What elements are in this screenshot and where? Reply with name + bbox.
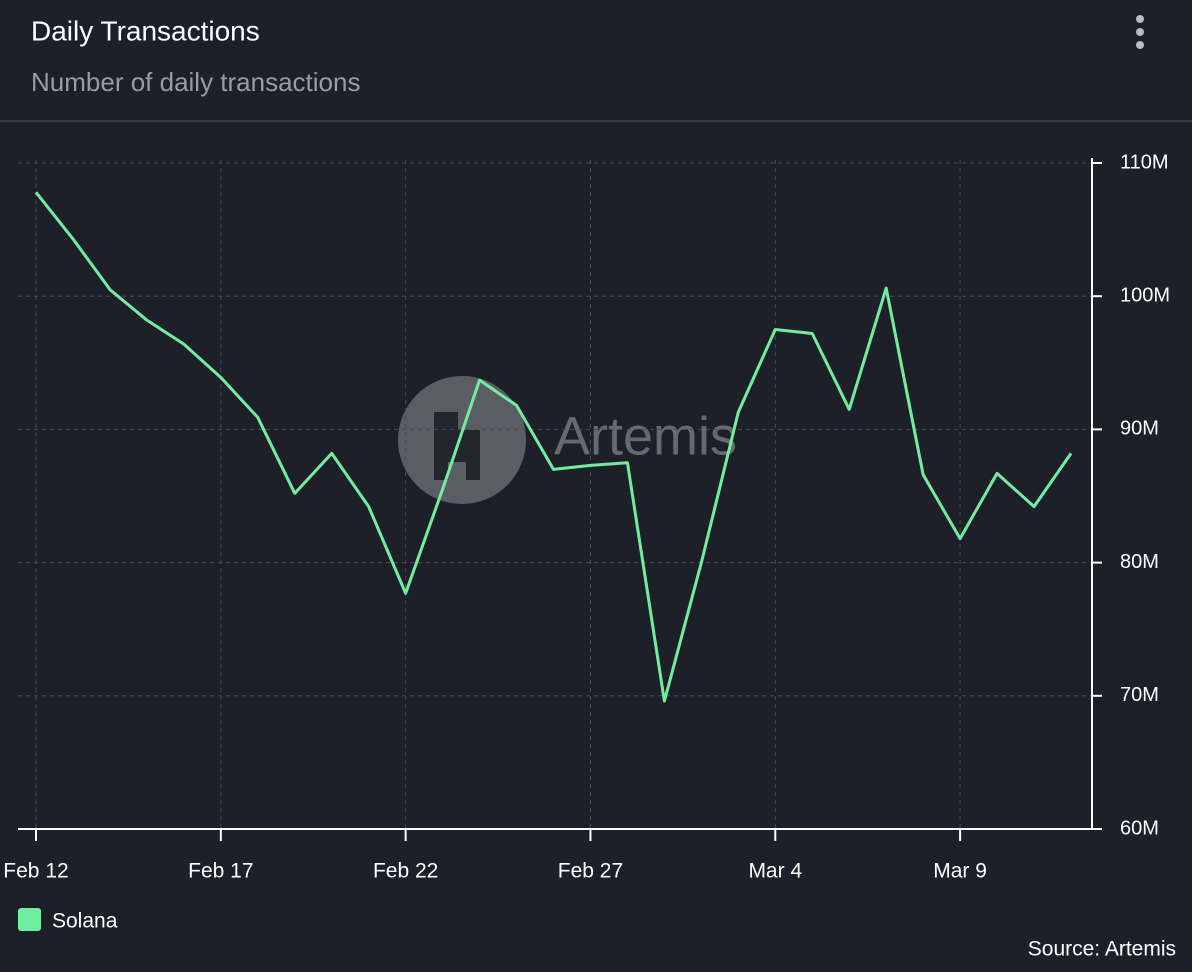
- menu-dot: [1136, 41, 1144, 49]
- menu-icon[interactable]: [1136, 15, 1144, 49]
- x-tick-label: Feb 12: [3, 860, 68, 883]
- watermark-text: Artemis: [554, 406, 737, 466]
- legend-label: Solana: [52, 910, 118, 933]
- data-line: [34, 191, 1073, 703]
- source: Source: Artemis: [1028, 938, 1176, 961]
- y-tick-label: 110M: [1120, 151, 1169, 173]
- y-tick-label: 60M: [1120, 817, 1159, 839]
- x-tick-label: Feb 17: [188, 860, 253, 883]
- legend-swatch: [18, 908, 41, 931]
- y-tick-label: 80M: [1120, 551, 1159, 573]
- y-tick-label: 70M: [1120, 684, 1159, 706]
- x-tick-label: Mar 9: [933, 860, 987, 883]
- chart-title: Daily Transactions: [31, 15, 260, 46]
- menu-dot: [1136, 15, 1144, 23]
- y-tick-label: 90M: [1120, 418, 1159, 440]
- x-tick-label: Mar 4: [748, 860, 802, 883]
- menu-dot: [1136, 28, 1144, 36]
- chart-subtitle: Number of daily transactions: [31, 67, 360, 97]
- watermark: Artemis: [398, 376, 737, 504]
- x-tick-label: Feb 27: [558, 860, 623, 883]
- x-tick-label: Feb 22: [373, 860, 438, 883]
- y-tick-label: 100M: [1120, 284, 1170, 306]
